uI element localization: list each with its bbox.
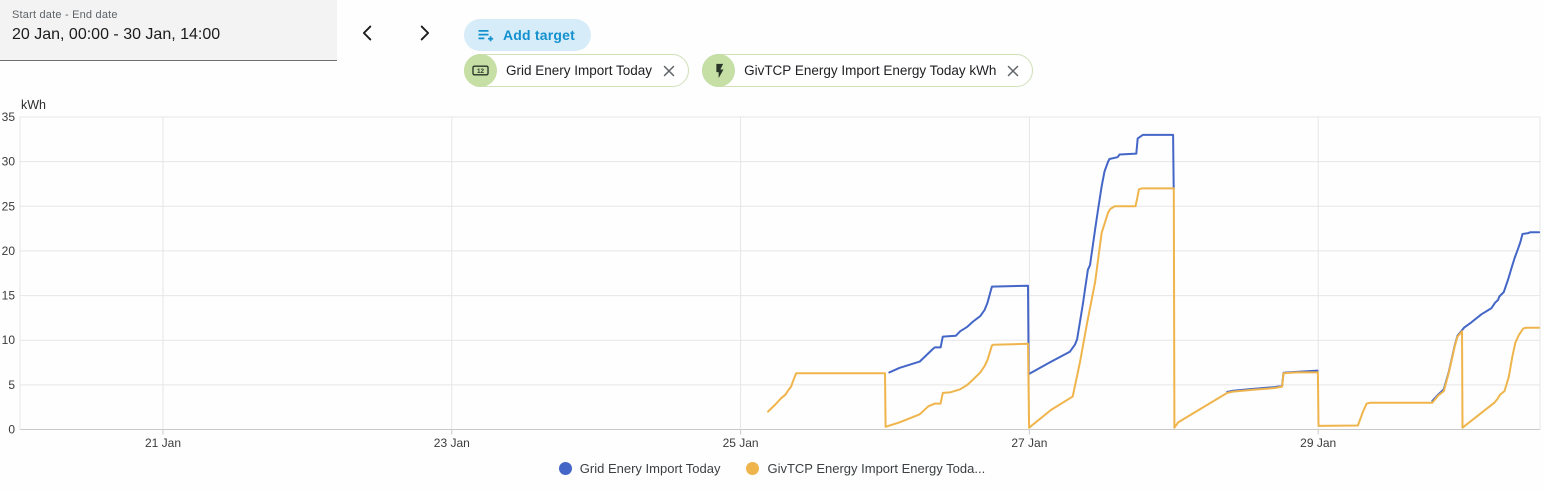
- x-axis-tick-label: 27 Jan: [1011, 436, 1047, 450]
- y-axis-tick-label: 10: [2, 333, 16, 347]
- target-chip-label: GivTCP Energy Import Energy Today kWh: [744, 63, 997, 78]
- y-axis-tick-label: 20: [2, 244, 16, 258]
- target-chip-label: Grid Enery Import Today: [506, 63, 653, 78]
- counter-icon: 12: [464, 54, 497, 87]
- remove-target-button[interactable]: [659, 61, 679, 81]
- legend-label: Grid Enery Import Today: [579, 461, 721, 476]
- target-chips: 12 Grid Enery Import Today GivTCP Energy…: [464, 54, 1034, 87]
- target-chip-grid-energy[interactable]: 12 Grid Enery Import Today: [464, 54, 690, 87]
- target-chip-givtcp-energy[interactable]: GivTCP Energy Import Energy Today kWh: [702, 54, 1034, 87]
- next-period-button[interactable]: [410, 20, 438, 48]
- date-range-field[interactable]: Start date - End date 20 Jan, 00:00 - 30…: [0, 0, 337, 61]
- svg-text:12: 12: [477, 68, 485, 75]
- add-target-label: Add target: [503, 27, 575, 43]
- chevron-left-icon: [357, 22, 379, 47]
- y-axis-tick-label: 15: [2, 289, 16, 303]
- y-axis-tick-label: 35: [2, 110, 16, 124]
- legend-item-givtcp-energy[interactable]: GivTCP Energy Import Energy Toda...: [746, 461, 985, 476]
- series-line-givtcp-import: [767, 187, 1541, 429]
- date-range-label: Start date - End date: [12, 9, 118, 21]
- y-axis-unit-label: kWh: [21, 98, 46, 112]
- previous-period-button[interactable]: [354, 20, 382, 48]
- x-axis-tick-label: 21 Jan: [145, 436, 181, 450]
- add-target-button[interactable]: Add target: [464, 19, 591, 51]
- x-axis-tick-label: 25 Jan: [723, 436, 759, 450]
- x-axis-tick-label: 23 Jan: [434, 436, 470, 450]
- x-axis-tick-label: 29 Jan: [1300, 436, 1336, 450]
- date-range-value: 20 Jan, 00:00 - 30 Jan, 14:00: [12, 26, 221, 43]
- legend-dot-blue: [558, 462, 572, 475]
- remove-target-button[interactable]: [1003, 61, 1023, 81]
- legend-item-grid-energy[interactable]: Grid Enery Import Today: [558, 461, 721, 476]
- y-axis-tick-label: 30: [2, 155, 16, 169]
- chart-canvas: 0 5 10 15 20 25 30 35 21 Jan 23 Jan 25 Jan 27 Jan 29…: [2, 98, 1541, 450]
- y-axis-tick-label: 25: [2, 199, 16, 213]
- chevron-right-icon: [413, 22, 435, 47]
- flash-icon: [702, 54, 736, 87]
- chart-legend: Grid Enery Import Today GivTCP Energy Im…: [0, 461, 1544, 476]
- legend-dot-orange: [746, 462, 760, 475]
- playlist-plus-icon: [476, 25, 496, 45]
- line-chart: 0 5 10 15 20 25 30 35 21 Jan 23 Jan 25 Jan 27 Jan 29…: [0, 95, 1544, 455]
- y-axis-tick-label: 0: [8, 423, 15, 437]
- legend-label: GivTCP Energy Import Energy Toda...: [767, 461, 986, 476]
- y-axis-tick-label: 5: [8, 378, 15, 392]
